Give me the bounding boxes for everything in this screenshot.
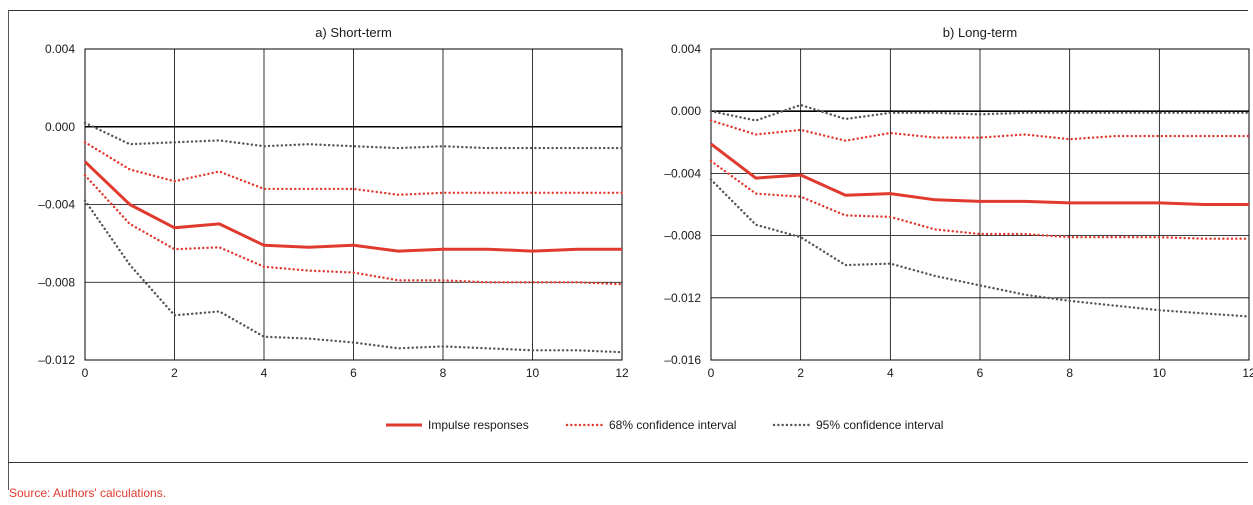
y-tick-label-3-long-term: –0.008 xyxy=(664,229,701,243)
bottom-rule xyxy=(8,462,1248,463)
impulse-response-line-short-term xyxy=(83,160,622,253)
impulse-response-line-long-term xyxy=(710,142,1249,206)
ci95-lower-line-short-term xyxy=(83,199,624,354)
y-tick-label-4-short-term: –0.012 xyxy=(38,353,75,367)
x-tick-label-4-short-term: 4 xyxy=(261,366,268,380)
x-tick-label-8-short-term: 8 xyxy=(440,366,447,380)
legend-label-1: 68% confidence interval xyxy=(609,418,736,432)
x-tick-label-0-long-term: 0 xyxy=(708,366,715,380)
x-tick-label-2-short-term: 2 xyxy=(171,366,178,380)
x-tick-label-12-short-term: 12 xyxy=(615,366,629,380)
ci68-lower-line-short-term xyxy=(83,174,624,286)
legend-label-0: Impulse responses xyxy=(428,418,529,432)
charts-svg: a) Short-term 0 2 4 6 8 10 12 0.004 0.000 –0.004 –0… xyxy=(38,25,1253,432)
x-tick-label-2-long-term: 2 xyxy=(797,366,804,380)
ci95-lower-line-long-term xyxy=(709,178,1251,318)
chart-title-short-term: a) Short-term xyxy=(315,25,392,40)
legend-label-2: 95% confidence interval xyxy=(816,418,943,432)
source-note: Source: Authors' calculations. xyxy=(9,486,167,500)
y-tick-label-2-long-term: –0.004 xyxy=(664,166,701,180)
ci95-upper-line-long-term xyxy=(709,103,1251,122)
y-tick-label-0-short-term: 0.004 xyxy=(45,42,75,56)
ci68-upper-line-short-term xyxy=(83,141,624,197)
left-rule xyxy=(8,10,9,490)
x-tick-label-6-long-term: 6 xyxy=(977,366,984,380)
x-tick-label-12-long-term: 12 xyxy=(1242,366,1253,380)
y-tick-label-1-short-term: 0.000 xyxy=(45,120,75,134)
y-tick-label-1-long-term: 0.000 xyxy=(671,104,701,118)
y-tick-label-5-long-term: –0.016 xyxy=(664,353,701,367)
y-tick-label-2-short-term: –0.004 xyxy=(38,198,75,212)
y-tick-label-4-long-term: –0.012 xyxy=(664,291,701,305)
x-tick-label-6-short-term: 6 xyxy=(350,366,357,380)
y-tick-label-3-short-term: –0.008 xyxy=(38,275,75,289)
ci68-lower-line-long-term xyxy=(709,159,1251,240)
x-tick-label-10-short-term: 10 xyxy=(526,366,540,380)
x-tick-label-4-long-term: 4 xyxy=(887,366,894,380)
chart-title-long-term: b) Long-term xyxy=(943,25,1017,40)
top-rule xyxy=(8,10,1248,11)
y-tick-label-0-long-term: 0.004 xyxy=(671,42,701,56)
x-tick-label-8-long-term: 8 xyxy=(1066,366,1073,380)
x-tick-label-10-long-term: 10 xyxy=(1153,366,1167,380)
ci95-upper-line-short-term xyxy=(83,121,624,150)
x-tick-label-0-short-term: 0 xyxy=(82,366,89,380)
